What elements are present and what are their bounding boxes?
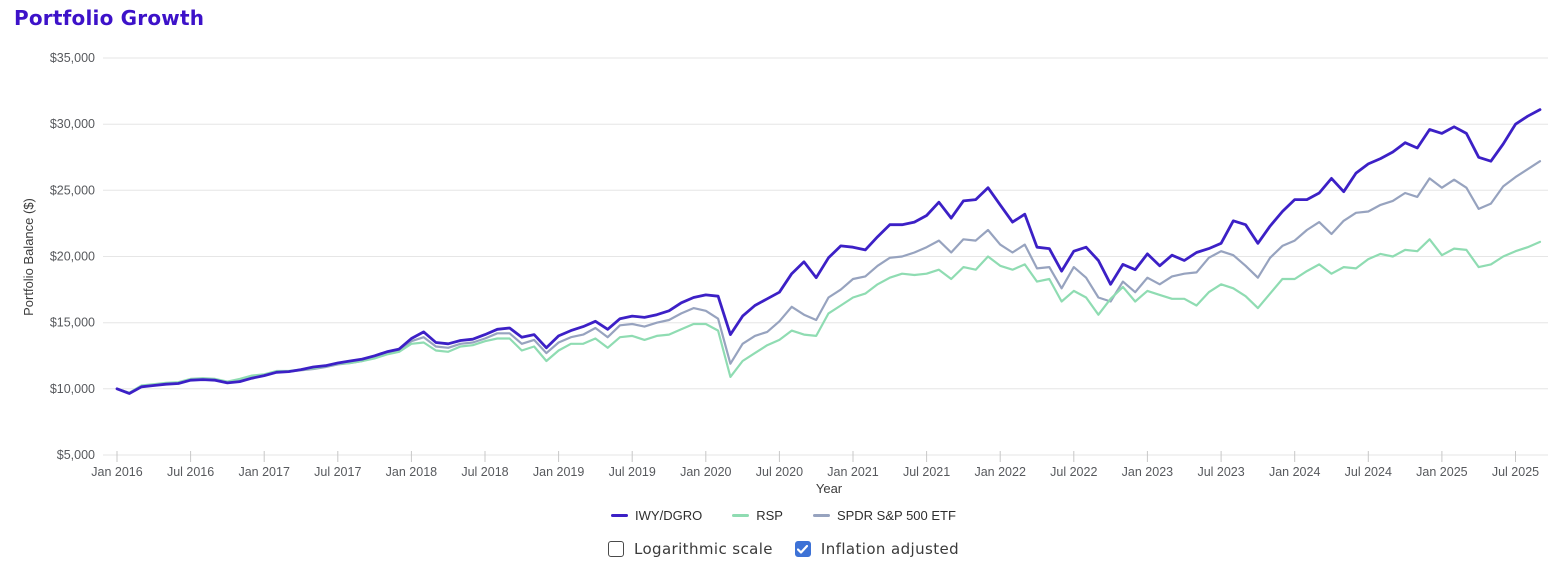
checkbox-icon[interactable] [607,541,624,557]
x-tick-label: Jul 2024 [1345,465,1392,479]
logarithmic-scale-checkbox[interactable]: Logarithmic scale [607,540,773,558]
series-line-1[interactable] [115,238,1542,394]
checkbox-label: Inflation adjusted [820,540,960,558]
x-tick-label: Jan 2016 [91,465,142,479]
x-tick-label: Jan 2018 [386,465,437,479]
y-tick-label: $25,000 [50,183,95,197]
legend-item-spdr-sp500: SPDR S&P 500 ETF [812,508,956,523]
inflation-adjusted-checkbox[interactable]: Inflation adjusted [794,540,960,558]
y-tick-label: $35,000 [50,51,95,65]
portfolio-growth-chart[interactable]: $5,000 $10,000 $15,000 $20,000 $25,000 $30,00… [0,0,1567,500]
line-swatch-icon [732,514,750,517]
x-tick-label: Jan 2024 [1269,465,1320,479]
series-line-2[interactable] [115,160,1542,394]
chart-legend: IWY/DGRO RSP SPDR S&P 500 ETF [0,508,1567,523]
y-tick-label: $15,000 [50,316,95,330]
x-tick-label: Jul 2019 [609,465,656,479]
x-tick-label: Jan 2017 [238,465,289,479]
x-tick-label: Jul 2017 [314,465,361,479]
y-tick-label: $5,000 [57,448,95,462]
x-tick-label: Jan 2019 [533,465,584,479]
x-tick-label: Jul 2018 [461,465,508,479]
x-axis-title: Year [816,481,843,496]
x-tick-label: Jul 2020 [756,465,803,479]
legend-item-iwy-dgro: IWY/DGRO [611,508,702,523]
legend-label: SPDR S&P 500 ETF [836,508,956,523]
line-swatch-icon [812,514,830,517]
legend-item-rsp: RSP [732,508,783,523]
page-title: Portfolio Growth [14,6,205,30]
line-swatch-icon [611,513,629,518]
x-tick-label: Jul 2025 [1492,465,1539,479]
y-tick-label: $30,000 [50,117,95,131]
x-tick-label: Jul 2016 [167,465,214,479]
legend-label: IWY/DGRO [635,508,703,523]
x-tick-label: Jan 2020 [680,465,731,479]
legend-label: RSP [756,508,783,523]
x-tick-label: Jan 2025 [1416,465,1467,479]
x-tick-label: Jul 2021 [903,465,950,479]
y-tick-label: $20,000 [50,250,95,264]
x-tick-label: Jul 2022 [1050,465,1097,479]
checkbox-label: Logarithmic scale [633,540,773,558]
series-line-0[interactable] [115,108,1542,395]
x-tick-label: Jul 2023 [1197,465,1244,479]
x-tick-label: Jan 2021 [827,465,878,479]
checkbox-icon[interactable] [794,541,811,557]
y-axis-title: Portfolio Balance ($) [21,198,36,316]
x-tick-label: Jan 2022 [974,465,1025,479]
chart-controls: Logarithmic scale Inflation adjusted [0,540,1567,558]
y-tick-label: $10,000 [50,382,95,396]
x-tick-label: Jan 2023 [1122,465,1173,479]
